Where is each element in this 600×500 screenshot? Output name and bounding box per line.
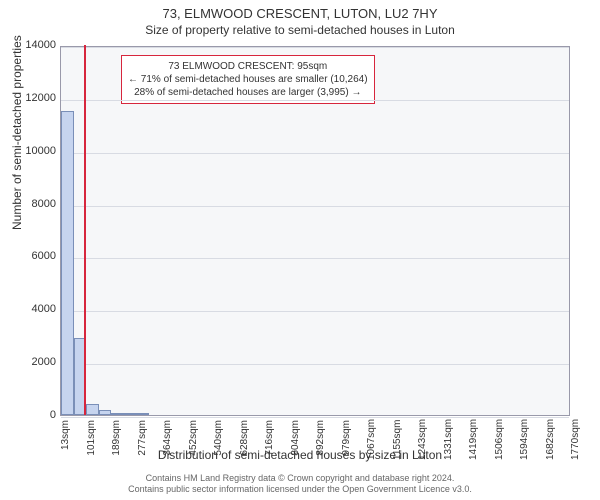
- xtick-label: 892sqm: [315, 420, 326, 460]
- xtick-label: 716sqm: [264, 420, 275, 460]
- ytick-label: 0: [6, 409, 56, 421]
- xtick-label: 628sqm: [239, 420, 250, 460]
- xtick-label: 1419sqm: [468, 420, 479, 460]
- gridline: [61, 311, 569, 312]
- xtick-label: 1331sqm: [443, 420, 454, 460]
- footer-line1: Contains HM Land Registry data © Crown c…: [0, 473, 600, 485]
- xtick-label: 1682sqm: [545, 420, 556, 460]
- histogram-bar: [61, 111, 74, 415]
- footer-line2: Contains public sector information licen…: [0, 484, 600, 496]
- xtick-label: 1067sqm: [366, 420, 377, 460]
- xtick-label: 277sqm: [137, 420, 148, 460]
- xtick-label: 1506sqm: [494, 420, 505, 460]
- ytick-label: 14000: [6, 39, 56, 51]
- annot-line2: ← 71% of semi-detached houses are smalle…: [128, 73, 368, 86]
- ytick-label: 10000: [6, 145, 56, 157]
- page-subtitle: Size of property relative to semi-detach…: [0, 21, 600, 41]
- xtick-label: 1155sqm: [392, 420, 403, 460]
- xtick-label: 1770sqm: [570, 420, 581, 460]
- xtick-label: 804sqm: [290, 420, 301, 460]
- histogram-bar: [86, 404, 99, 415]
- xtick-label: 189sqm: [111, 420, 122, 460]
- xtick-label: 540sqm: [213, 420, 224, 460]
- ytick-label: 12000: [6, 92, 56, 104]
- gridline: [61, 100, 569, 101]
- plot-region: 73 ELMWOOD CRESCENT: 95sqm ← 71% of semi…: [60, 46, 570, 416]
- histogram-bar: [111, 413, 124, 415]
- xtick-label: 452sqm: [188, 420, 199, 460]
- gridline: [61, 417, 569, 418]
- histogram-bar: [136, 413, 149, 415]
- page-title: 73, ELMWOOD CRESCENT, LUTON, LU2 7HY: [0, 0, 600, 21]
- gridline: [61, 47, 569, 48]
- annotation-box: 73 ELMWOOD CRESCENT: 95sqm ← 71% of semi…: [121, 55, 375, 104]
- ytick-label: 4000: [6, 303, 56, 315]
- gridline: [61, 206, 569, 207]
- chart-area: 73 ELMWOOD CRESCENT: 95sqm ← 71% of semi…: [60, 46, 570, 416]
- xtick-label: 979sqm: [341, 420, 352, 460]
- xtick-label: 101sqm: [86, 420, 97, 460]
- xtick-label: 1594sqm: [519, 420, 530, 460]
- ytick-label: 8000: [6, 198, 56, 210]
- annot-line3: 28% of semi-detached houses are larger (…: [128, 86, 368, 99]
- gridline: [61, 153, 569, 154]
- reference-marker: [84, 45, 86, 415]
- ytick-label: 6000: [6, 250, 56, 262]
- xtick-label: 364sqm: [162, 420, 173, 460]
- gridline: [61, 364, 569, 365]
- annot-line1: 73 ELMWOOD CRESCENT: 95sqm: [128, 60, 368, 73]
- chart-container: 73, ELMWOOD CRESCENT, LUTON, LU2 7HY Siz…: [0, 0, 600, 500]
- xtick-label: 1243sqm: [417, 420, 428, 460]
- histogram-bar: [124, 413, 137, 415]
- ytick-label: 2000: [6, 356, 56, 368]
- footer-text: Contains HM Land Registry data © Crown c…: [0, 473, 600, 496]
- histogram-bar: [99, 410, 112, 415]
- gridline: [61, 258, 569, 259]
- xtick-label: 13sqm: [60, 420, 71, 460]
